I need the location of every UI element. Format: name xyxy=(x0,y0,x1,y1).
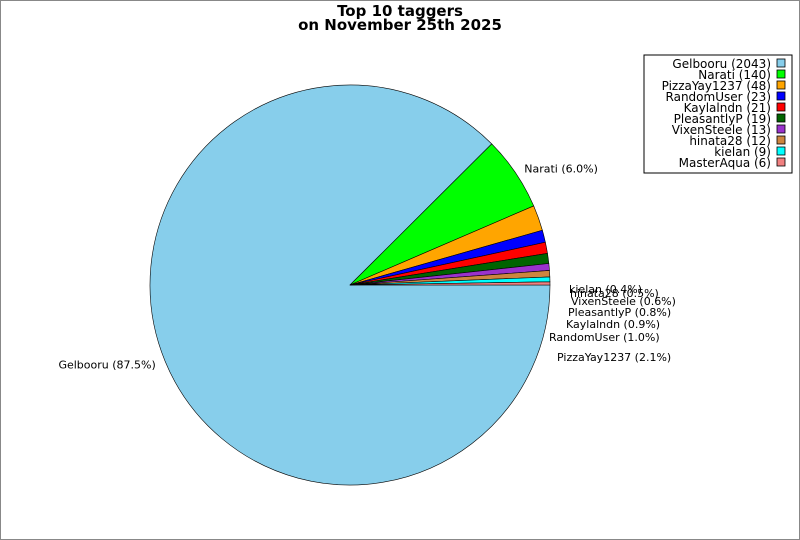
legend-swatch-hinata28 xyxy=(776,135,786,145)
legend-label-masteraqua: MasterAqua (6) xyxy=(679,156,771,170)
legend-label-pleasantlyp: PleasantlyP (19) xyxy=(674,112,771,126)
slice-label-kielan: kielan (0.4%) xyxy=(569,283,642,296)
legend-swatch-kaylalndn xyxy=(776,102,786,112)
slice-label-hinata28: hinata28 (0.5%) xyxy=(570,287,659,300)
legend-swatch-kielan xyxy=(776,146,786,156)
chart-title: Top 10 taggers xyxy=(337,2,463,20)
legend-label-gelbooru: Gelbooru (2043) xyxy=(672,57,771,71)
legend-swatch-randomuser xyxy=(776,91,786,101)
legend-label-pizzayay1237: PizzaYay1237 (48) xyxy=(662,79,771,93)
legend: Gelbooru (2043)Narati (140)PizzaYay1237 … xyxy=(643,54,793,174)
slice-label-vixensteele: VixenSteele (0.6%) xyxy=(571,295,676,308)
chart-subtitle: on November 25th 2025 xyxy=(298,16,502,34)
legend-swatch-masteraqua xyxy=(776,157,786,167)
pie-slices xyxy=(149,84,551,486)
legend-label-hinata28: hinata28 (12) xyxy=(689,134,771,148)
legend-label-kielan: kielan (9) xyxy=(714,145,771,159)
slice-label-pleasantlyp: PleasantlyP (0.8%) xyxy=(568,306,671,319)
legend-swatch-pizzayay1237 xyxy=(776,80,786,90)
slice-label-kaylalndn: Kaylalndn (0.9%) xyxy=(566,318,660,331)
legend-swatch-narati xyxy=(776,69,786,79)
pie-slice-labels: Gelbooru (87.5%) Narati (6.0%) PizzaYay123… xyxy=(58,162,675,371)
legend-label-randomuser: RandomUser (23) xyxy=(666,90,771,104)
legend-swatch-gelbooru xyxy=(776,58,786,68)
legend-label-narati: Narati (140) xyxy=(698,68,771,82)
slice-label-randomuser: RandomUser (1.0%) xyxy=(549,331,660,344)
legend-box xyxy=(643,54,793,174)
legend-swatch-vixensteele xyxy=(776,124,786,134)
slice-label-narati: Narati (6.0%) xyxy=(524,162,598,175)
legend-label-vixensteele: VixenSteele (13) xyxy=(672,123,771,137)
slice-label-gelbooru: Gelbooru (87.5%) xyxy=(58,358,155,371)
pie-slice-masteraqua xyxy=(349,281,551,286)
legend-swatch-pleasantlyp xyxy=(776,113,786,123)
slice-label-pizzayay1237: PizzaYay1237 (2.1%) xyxy=(557,351,671,364)
legend-label-kaylalndn: Kaylalndn (21) xyxy=(684,101,771,115)
